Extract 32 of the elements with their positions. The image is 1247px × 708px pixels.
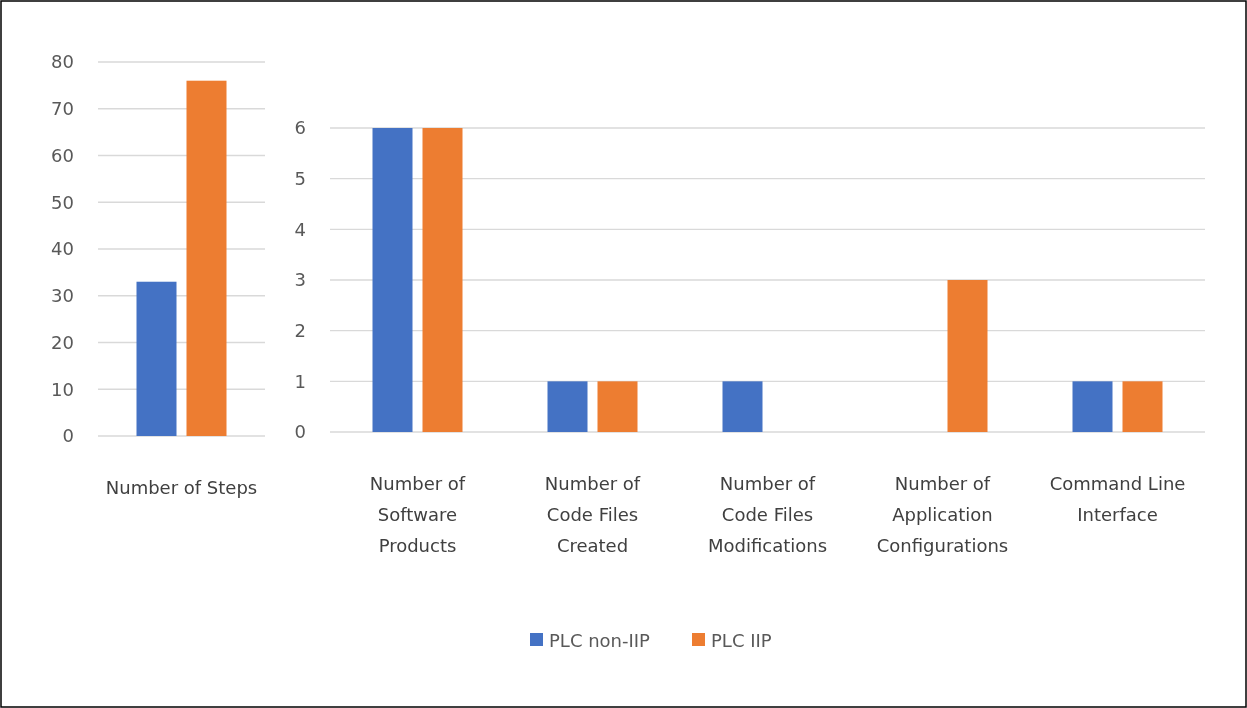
y-tick-label: 80 bbox=[51, 51, 74, 73]
x-tick-label: Command Line Interface bbox=[1049, 473, 1186, 525]
x-tick-label: Number of Code Files Modifications bbox=[707, 473, 828, 556]
bar bbox=[372, 128, 413, 432]
y-tick-label: 4 bbox=[294, 218, 306, 240]
y-tick-label: 50 bbox=[51, 191, 74, 213]
x-tick-label: Number of Application Configurations bbox=[876, 473, 1009, 556]
legend-label: PLC non-IIP bbox=[549, 630, 651, 652]
y-tick-label: 0 bbox=[294, 421, 306, 443]
y-tick-label: 70 bbox=[51, 98, 74, 120]
bar bbox=[722, 381, 763, 432]
y-tick-label: 2 bbox=[294, 319, 306, 341]
x-tick-label: Number of Code Files Created bbox=[544, 473, 641, 556]
x-tick-label: Number of Software Products bbox=[369, 473, 466, 556]
y-tick-label: 3 bbox=[294, 269, 306, 291]
y-tick-label: 5 bbox=[294, 167, 306, 189]
y-tick-label: 60 bbox=[51, 144, 74, 166]
y-tick-label: 40 bbox=[51, 238, 74, 260]
bar bbox=[1072, 381, 1113, 432]
y-tick-label: 30 bbox=[51, 285, 74, 307]
y-tick-label: 0 bbox=[62, 425, 74, 447]
y-tick-label: 10 bbox=[51, 378, 74, 400]
y-tick-label: 20 bbox=[51, 331, 74, 353]
bar bbox=[1122, 381, 1163, 432]
bar bbox=[547, 381, 588, 432]
x-tick-label: Number of Steps bbox=[105, 477, 258, 498]
bar bbox=[422, 128, 463, 432]
legend-label: PLC IIP bbox=[711, 630, 772, 652]
bar bbox=[597, 381, 638, 432]
y-tick-label: 6 bbox=[294, 117, 306, 139]
bar bbox=[947, 280, 988, 432]
y-tick-label: 1 bbox=[294, 370, 306, 392]
